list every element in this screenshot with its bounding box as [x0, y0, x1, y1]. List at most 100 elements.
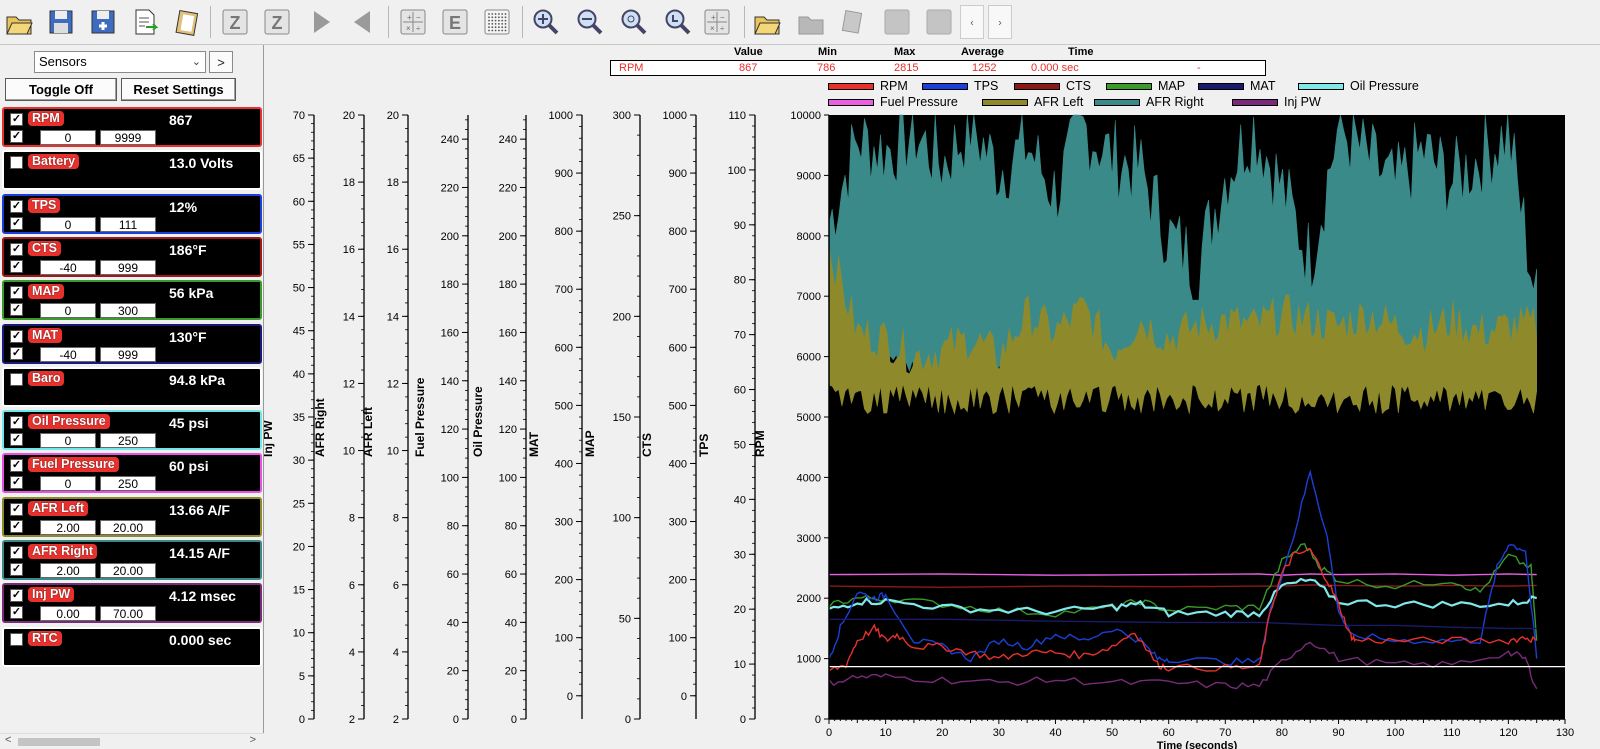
stats-row-rpm[interactable]: RPM 867 786 2815 1252 0.000 sec - [610, 60, 1266, 76]
scrollbar-thumb[interactable] [18, 738, 100, 746]
sensor-min-input[interactable]: 0.00 [40, 606, 96, 622]
sensor-scale-checkbox[interactable]: ✓ [10, 346, 23, 360]
zoom-out-button[interactable] [572, 5, 606, 39]
sensor-scale-checkbox[interactable]: ✓ [10, 259, 23, 273]
legend-item-cts[interactable]: CTS [1014, 79, 1091, 93]
disabled-square2-button[interactable] [922, 5, 956, 39]
export-button[interactable] [128, 5, 162, 39]
sensor-cts[interactable]: ✓ CTS 186°F ✓ -40 999 [2, 236, 262, 277]
legend-item-oil-pressure[interactable]: Oil Pressure [1298, 79, 1419, 93]
scroll-right-arrow-icon[interactable]: > [249, 734, 256, 746]
sensor-min-input[interactable]: 2.00 [40, 563, 96, 578]
sensor-max-input[interactable]: 999 [100, 346, 156, 362]
sensor-scale-checkbox[interactable]: ✓ [10, 130, 23, 143]
sensor-min-input[interactable]: -40 [40, 346, 96, 362]
sensor-scale-checkbox[interactable]: ✓ [10, 563, 23, 576]
chart-area[interactable]: 0100020003000400050006000700080009000100… [264, 45, 1600, 749]
sensor-max-input[interactable]: 999 [100, 259, 156, 275]
next-sensor-button[interactable]: > [209, 51, 233, 73]
legend-item-inj-pw[interactable]: Inj PW [1232, 95, 1321, 109]
legend-item-fuel-pressure[interactable]: Fuel Pressure [828, 95, 958, 109]
sensor-enable-checkbox[interactable]: ✓ [10, 199, 23, 213]
horizontal-scrollbar[interactable]: < > [0, 733, 264, 749]
scroll-right-button[interactable]: › [988, 5, 1012, 39]
zoom-reset-button[interactable] [616, 5, 650, 39]
sensor-scale-checkbox[interactable]: ✓ [10, 476, 23, 490]
disabled-square-button[interactable] [880, 5, 914, 39]
sensor-enable-checkbox[interactable]: ✓ [10, 113, 23, 126]
sensor-min-input[interactable]: -40 [40, 259, 96, 275]
sensor-min-input[interactable]: 0 [40, 303, 96, 319]
play-back-button[interactable] [346, 5, 380, 39]
legend-item-tps[interactable]: TPS [922, 79, 998, 93]
toggle-off-button[interactable]: Toggle Off [5, 78, 117, 101]
legend-item-afr-left[interactable]: AFR Left [982, 95, 1083, 109]
sensor-rpm[interactable]: ✓ RPM 867 ✓ 0 9999 [2, 107, 262, 147]
disabled-folder-button[interactable] [794, 5, 828, 39]
sensor-rtc[interactable]: RTC 0.000 sec [2, 626, 262, 667]
clipboard-button[interactable] [170, 5, 204, 39]
sensor-min-input[interactable]: 0 [40, 216, 96, 232]
dotted-grid-button[interactable] [480, 5, 514, 39]
sensor-enable-checkbox[interactable] [10, 156, 23, 170]
sensor-afr-left[interactable]: ✓ AFR Left 13.66 A/F ✓ 2.00 20.00 [2, 496, 262, 537]
sensor-min-input[interactable]: 0 [40, 433, 96, 449]
legend-item-mat[interactable]: MAT [1198, 79, 1275, 93]
sensor-enable-checkbox[interactable]: ✓ [10, 286, 23, 300]
sensor-enable-checkbox[interactable]: ✓ [10, 589, 23, 603]
zoom-z-button[interactable]: Z [260, 5, 294, 39]
table-button[interactable]: + − × ÷ [700, 5, 734, 39]
sensor-max-input[interactable]: 250 [100, 476, 156, 492]
save-as-button[interactable] [86, 5, 120, 39]
legend-item-map[interactable]: MAP [1106, 79, 1185, 93]
sensor-scale-checkbox[interactable]: ✓ [10, 519, 23, 533]
sensor-max-input[interactable]: 70.00 [100, 606, 156, 622]
open-files-button[interactable] [750, 5, 784, 39]
sensor-scale-checkbox[interactable]: ✓ [10, 303, 23, 317]
sensor-enable-checkbox[interactable]: ✓ [10, 242, 23, 256]
sensor-enable-checkbox[interactable]: ✓ [10, 416, 23, 430]
sensor-max-input[interactable]: 20.00 [100, 519, 156, 535]
sensor-min-input[interactable]: 2.00 [40, 519, 96, 535]
sensor-min-input[interactable]: 0 [40, 476, 96, 492]
sensor-enable-checkbox[interactable] [10, 372, 23, 386]
legend-item-afr-right[interactable]: AFR Right [1094, 95, 1204, 109]
zoom-all-button[interactable]: Z [218, 5, 252, 39]
sensor-group-select[interactable]: Sensors ⌄ [34, 51, 206, 73]
scroll-left-button[interactable]: ‹ [960, 5, 984, 39]
sensor-enable-checkbox[interactable] [10, 632, 23, 646]
disabled-copy-button[interactable] [836, 5, 870, 39]
sensor-afr-right[interactable]: ✓ AFR Right 14.15 A/F ✓ 2.00 20.00 [2, 540, 262, 580]
calculator-button[interactable]: + − × ÷ [396, 5, 430, 39]
e-button-button[interactable]: E [438, 5, 472, 39]
legend-item-rpm[interactable]: RPM [828, 79, 908, 93]
sensor-max-input[interactable]: 9999 [100, 130, 156, 145]
sensor-scale-checkbox[interactable]: ✓ [10, 433, 23, 447]
sensor-enable-checkbox[interactable]: ✓ [10, 329, 23, 343]
sensor-scale-checkbox[interactable]: ✓ [10, 216, 23, 230]
sensor-battery[interactable]: Battery 13.0 Volts [2, 150, 262, 191]
zoom-in-button[interactable] [528, 5, 562, 39]
sensor-max-input[interactable]: 300 [100, 303, 156, 319]
play-forward-button[interactable] [304, 5, 338, 39]
sensor-enable-checkbox[interactable]: ✓ [10, 546, 23, 559]
sensor-enable-checkbox[interactable]: ✓ [10, 502, 23, 516]
reset-settings-button[interactable]: Reset Settings [121, 78, 236, 101]
open-folder-button[interactable] [2, 5, 36, 39]
sensor-inj-pw[interactable]: ✓ Inj PW 4.12 msec ✓ 0.00 70.00 [2, 583, 262, 624]
scroll-left-arrow-icon[interactable]: < [5, 734, 12, 746]
sensor-max-input[interactable]: 111 [100, 216, 156, 232]
sensor-mat[interactable]: ✓ MAT 130°F ✓ -40 999 [2, 323, 262, 364]
sensor-enable-checkbox[interactable]: ✓ [10, 459, 23, 473]
sensor-map[interactable]: ✓ MAP 56 kPa ✓ 0 300 [2, 280, 262, 321]
sensor-baro[interactable]: Baro 94.8 kPa [2, 366, 262, 407]
sensor-oil-pressure[interactable]: ✓ Oil Pressure 45 psi ✓ 0 250 [2, 410, 262, 451]
sensor-scale-checkbox[interactable]: ✓ [10, 606, 23, 620]
zoom-lock-button[interactable] [660, 5, 694, 39]
sensor-fuel-pressure[interactable]: ✓ Fuel Pressure 60 psi ✓ 0 250 [2, 453, 262, 494]
save-button[interactable] [44, 5, 78, 39]
sensor-tps[interactable]: ✓ TPS 12% ✓ 0 111 [2, 193, 262, 234]
sensor-max-input[interactable]: 250 [100, 433, 156, 449]
sensor-max-input[interactable]: 20.00 [100, 563, 156, 578]
sensor-min-input[interactable]: 0 [40, 130, 96, 145]
